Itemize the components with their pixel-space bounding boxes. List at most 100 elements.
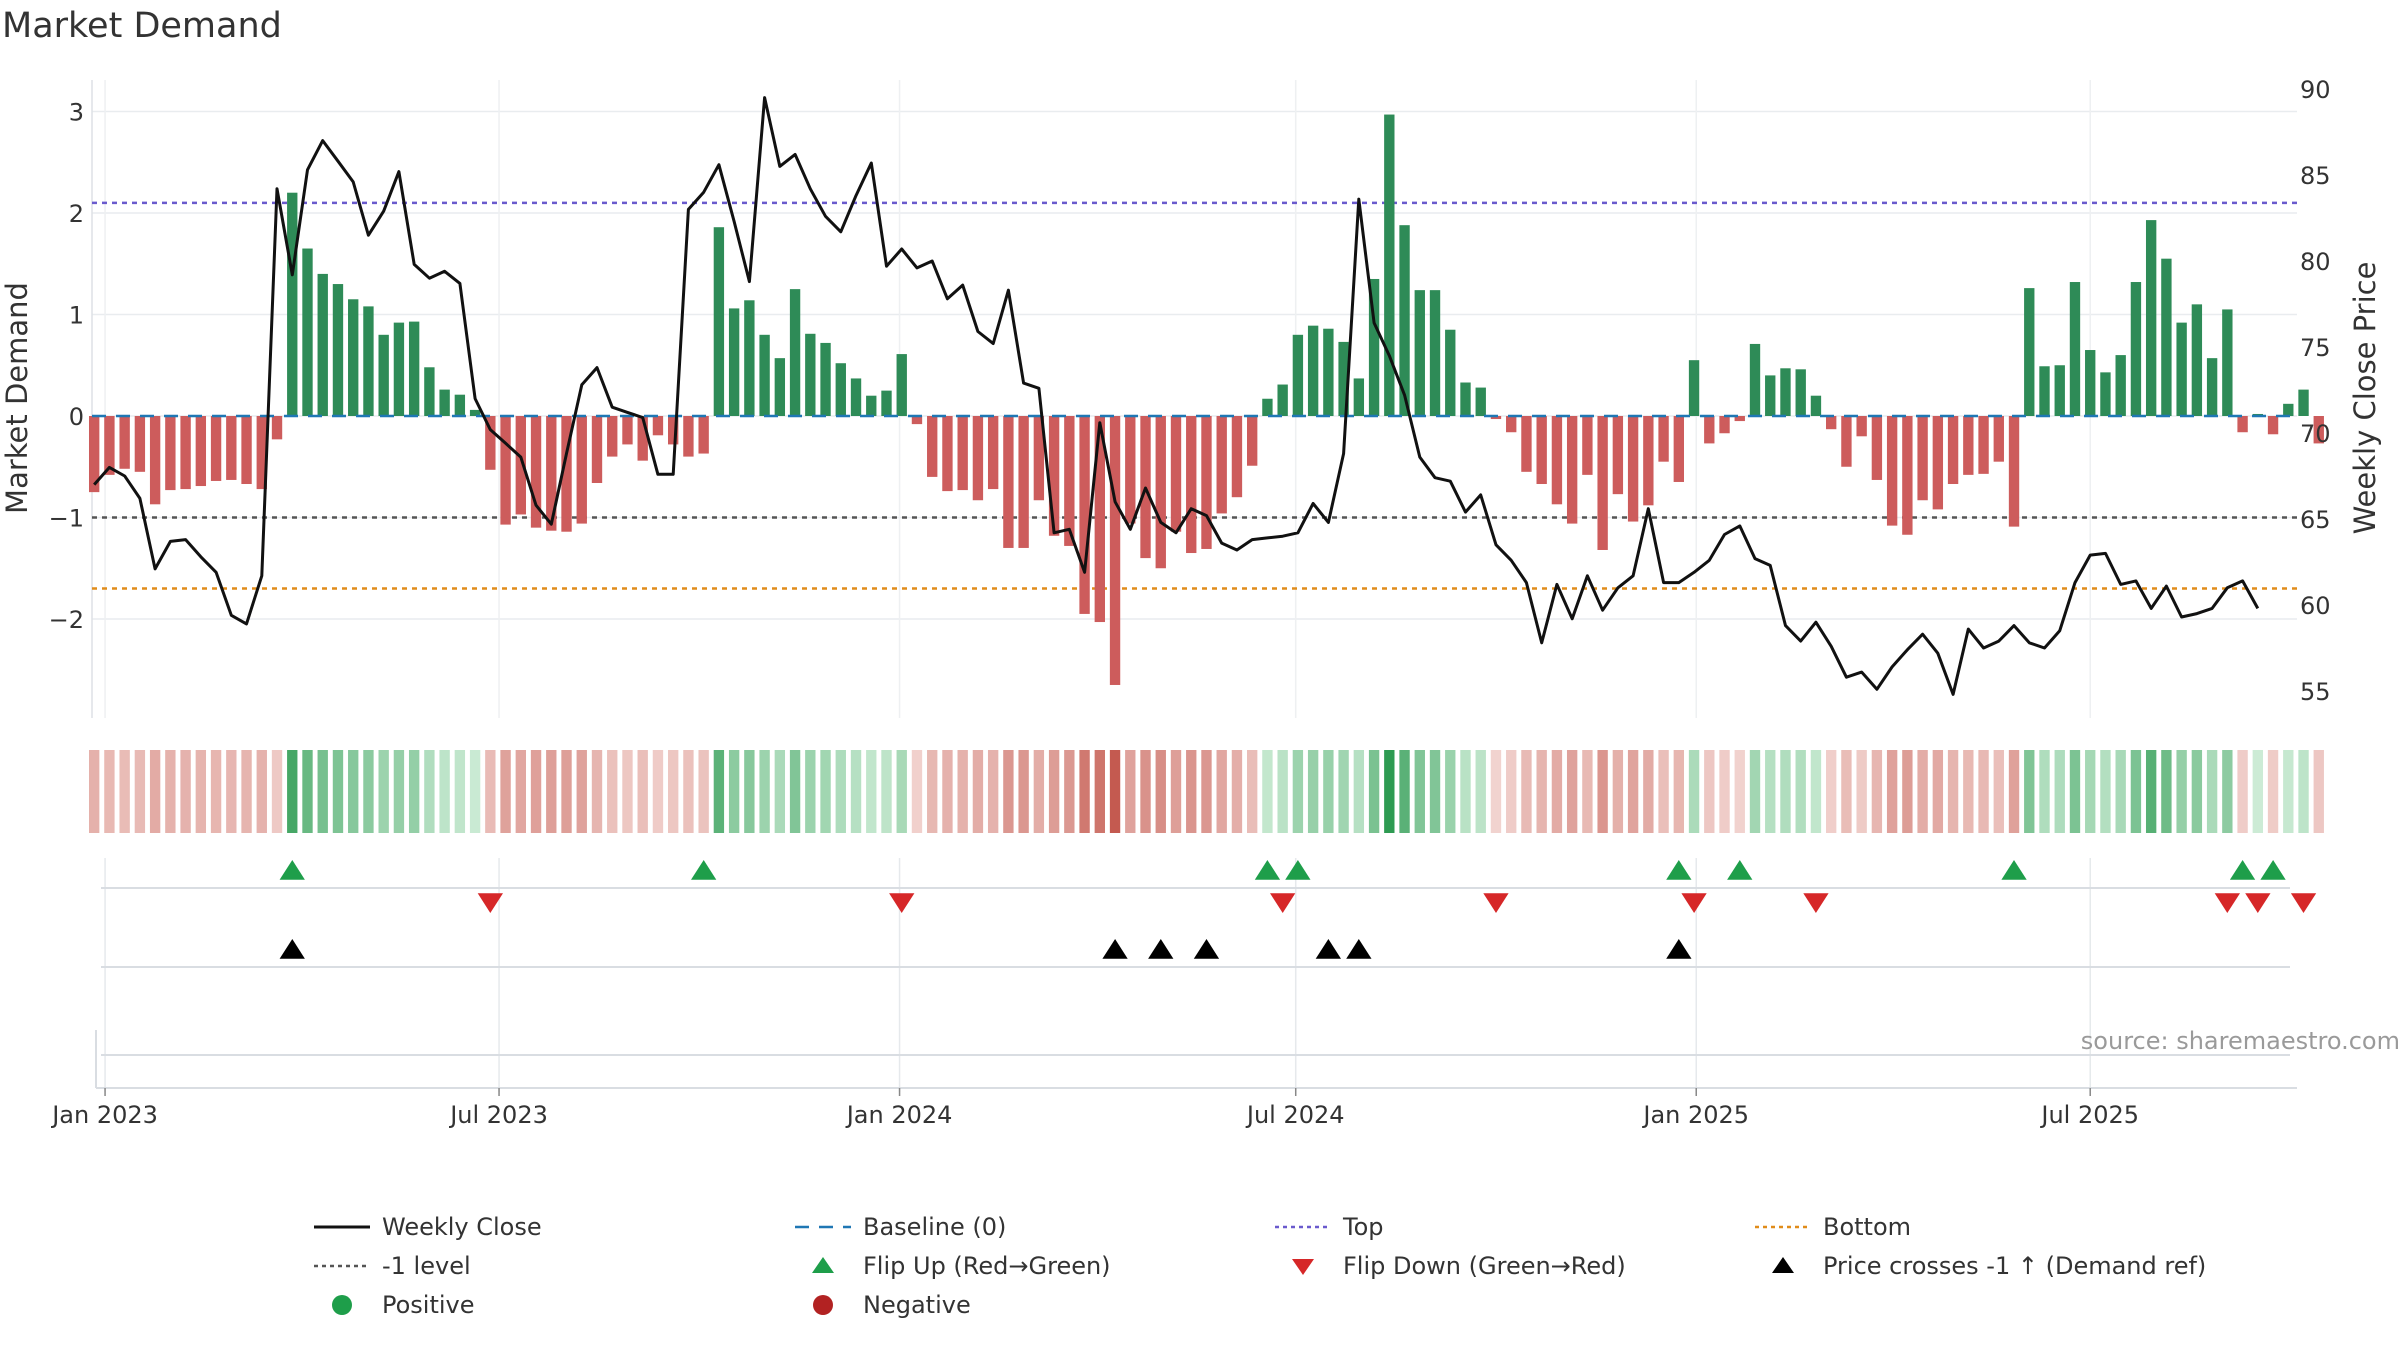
demand-bar <box>1551 416 1563 505</box>
demand-bar <box>1216 416 1227 514</box>
heat-cell <box>363 750 374 833</box>
heat-cell <box>1658 750 1669 833</box>
heat-cell <box>439 750 450 833</box>
demand-bar <box>1094 416 1105 623</box>
demand-bar <box>972 416 984 501</box>
demand-bar <box>1292 334 1304 416</box>
demand-bar <box>987 416 999 490</box>
demand-bar <box>149 416 161 505</box>
heat-cell <box>1262 750 1273 833</box>
price-cross-marker <box>279 939 305 959</box>
demand-bar <box>363 306 374 416</box>
demand-bar <box>2206 358 2218 416</box>
demand-bar <box>134 416 146 472</box>
demand-bar <box>302 248 313 416</box>
demand-bar <box>424 367 435 416</box>
negative-swatch-icon <box>793 1286 853 1324</box>
heat-cell <box>271 750 283 833</box>
demand-bar <box>667 416 679 445</box>
demand-bar <box>1536 416 1547 485</box>
demand-bar <box>2024 288 2035 416</box>
demand-bar <box>1826 416 1837 430</box>
demand-bar <box>1749 343 1761 416</box>
y2-tick-label: 85 <box>2300 162 2331 190</box>
heat-cell <box>1673 750 1684 833</box>
baseline-swatch-icon <box>793 1208 853 1246</box>
minus1-swatch-icon <box>312 1247 372 1285</box>
heat-cell <box>226 750 237 833</box>
heat-cell <box>1886 750 1898 833</box>
flip-up-marker <box>1254 860 1281 880</box>
demand-bar <box>1597 416 1608 550</box>
heat-cell <box>927 750 938 833</box>
heat-cell <box>972 750 984 833</box>
heat-cell <box>774 750 786 833</box>
heat-cell <box>2069 750 2081 833</box>
heat-cell <box>1932 750 1944 833</box>
demand-bar <box>1841 416 1852 467</box>
heat-cell <box>1201 750 1212 833</box>
demand-bar <box>469 409 481 416</box>
demand-bar <box>485 416 496 470</box>
heat-cell <box>1734 750 1745 833</box>
demand-bar <box>1566 416 1578 524</box>
demand-bar <box>942 416 953 492</box>
demand-bar <box>1719 416 1730 434</box>
heat-cell <box>119 750 130 833</box>
heat-cell <box>622 750 633 833</box>
demand-bar <box>1170 416 1182 532</box>
demand-bar <box>713 227 725 416</box>
demand-bar <box>2161 258 2172 416</box>
demand-bar <box>1673 416 1684 482</box>
heat-cell <box>1978 750 1989 833</box>
y-tick-label: 1 <box>69 302 84 330</box>
demand-bar <box>927 416 938 477</box>
heat-cell <box>987 750 999 833</box>
heat-cell <box>1216 750 1227 833</box>
price-cross-marker <box>1102 939 1128 959</box>
x-tick-label: Jul 2023 <box>448 1101 548 1129</box>
x-tick-label: Jul 2024 <box>1245 1101 1345 1129</box>
demand-bar <box>2130 282 2142 416</box>
demand-bar <box>789 289 801 416</box>
heat-cell <box>530 750 542 833</box>
heat-cell <box>2039 750 2050 833</box>
heat-cell <box>332 750 344 833</box>
demand-bar <box>805 333 816 416</box>
demand-bar <box>1475 387 1486 416</box>
demand-heat-strip <box>88 750 2324 833</box>
heat-cell <box>2267 750 2279 833</box>
demand-bar <box>1384 114 1395 417</box>
heat-cell <box>408 750 420 833</box>
heat-cell <box>2191 750 2203 833</box>
legend-item-positive: Positive <box>312 1286 475 1324</box>
demand-bar <box>104 416 115 475</box>
heat-cell <box>500 750 511 833</box>
heat-cell <box>942 750 953 833</box>
heat-cell <box>637 750 648 833</box>
demand-bar <box>88 416 100 493</box>
legend-item-weekly-close: Weekly Close <box>312 1208 542 1246</box>
legend: Weekly Close Baseline (0) Top Bottom -1 leve… <box>0 1208 2400 1338</box>
heat-cell <box>1612 750 1624 833</box>
heat-cell <box>104 750 115 833</box>
demand-bar <box>576 416 587 524</box>
legend-item-price-cross: Price crosses -1 ↑ (Demand ref) <box>1753 1247 2206 1285</box>
demand-bar <box>1186 416 1197 554</box>
demand-bar <box>683 416 694 457</box>
heat-cell <box>1521 750 1532 833</box>
heat-cell <box>1003 750 1014 833</box>
demand-bar <box>1856 416 1867 437</box>
heat-cell <box>744 750 755 833</box>
demand-bar <box>1079 416 1090 614</box>
demand-bar <box>1871 416 1883 480</box>
demand-bar <box>454 394 466 416</box>
heat-cell <box>1551 750 1563 833</box>
demand-bar <box>1947 416 1959 485</box>
legend-item-top: Top <box>1273 1208 1384 1246</box>
y2-tick-label: 60 <box>2300 592 2331 620</box>
heat-cell <box>561 750 572 833</box>
demand-bar <box>2222 309 2233 416</box>
flip-down-marker <box>889 893 915 913</box>
flip-down-marker <box>1483 893 1509 913</box>
